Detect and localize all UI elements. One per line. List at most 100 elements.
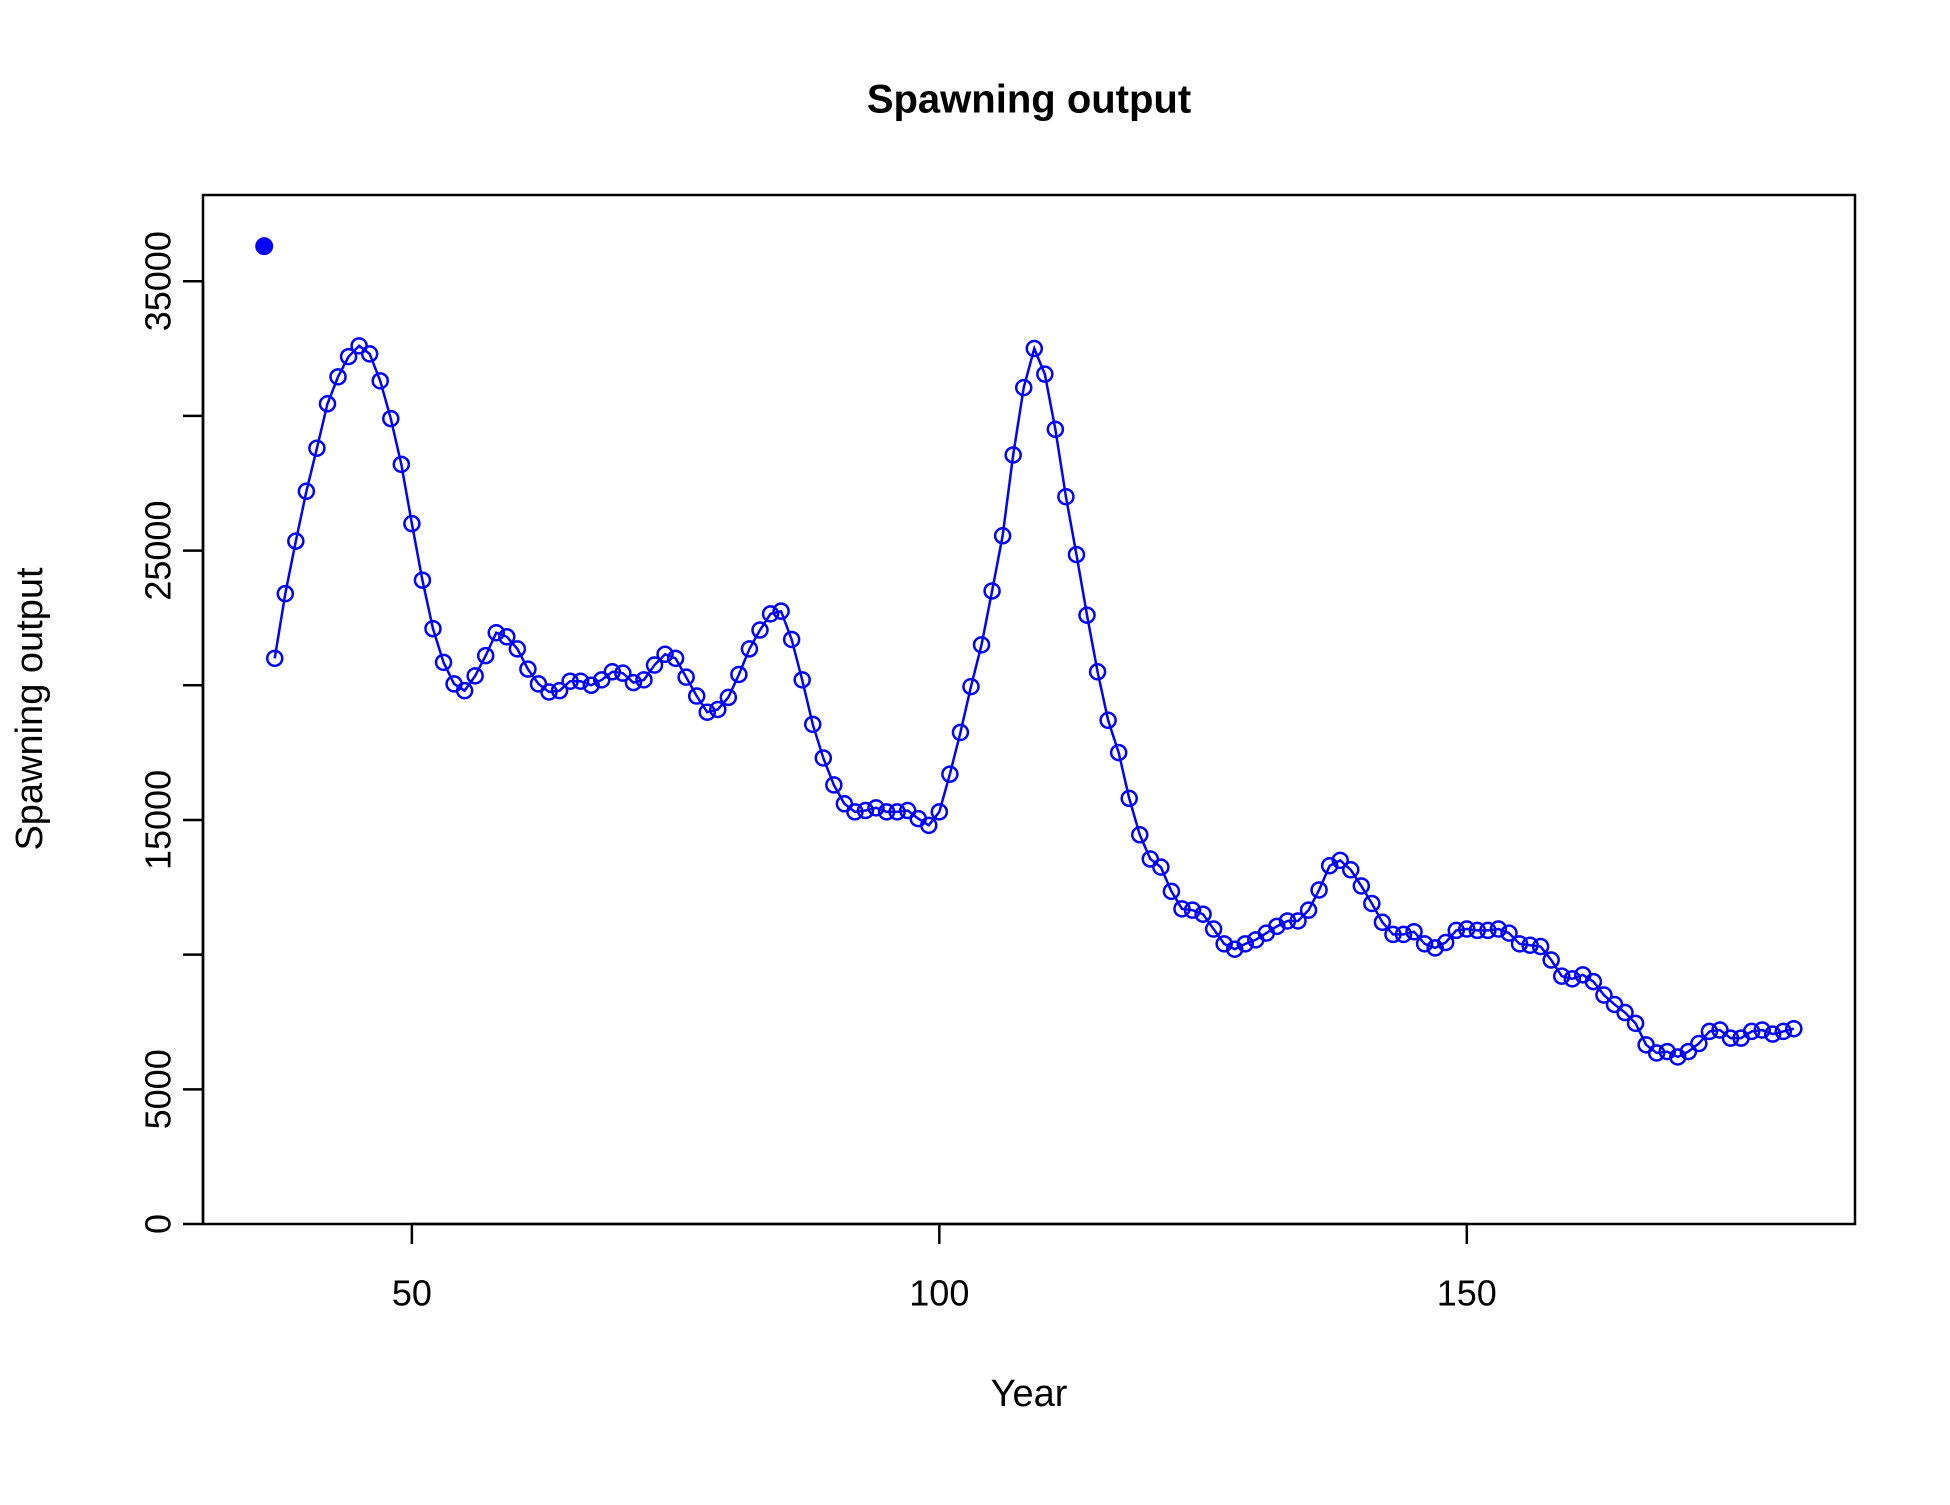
data-point — [1552, 967, 1571, 985]
x-tick-label: 50 — [392, 1273, 432, 1314]
data-point — [719, 688, 738, 707]
data-point — [856, 801, 875, 820]
data-point — [972, 636, 991, 654]
data-point — [265, 649, 284, 668]
data-point — [582, 676, 600, 695]
data-point — [498, 628, 516, 646]
y-tick-label: 0 — [138, 1214, 179, 1234]
data-point — [571, 672, 590, 690]
data-point — [1067, 545, 1086, 564]
chart-title: Spawning output — [867, 78, 1191, 122]
data-point — [1341, 861, 1360, 879]
data-point — [1785, 1019, 1803, 1038]
data-point — [803, 715, 822, 734]
data-point — [276, 584, 295, 603]
y-tick-label: 15000 — [138, 770, 179, 870]
data-point — [413, 571, 432, 589]
data-point — [1088, 663, 1107, 681]
data-point — [1500, 924, 1518, 942]
data-point — [1004, 446, 1022, 464]
data-point — [329, 368, 347, 386]
x-axis-title: Year — [991, 1373, 1068, 1415]
data-point — [1531, 937, 1550, 956]
data-point — [382, 409, 400, 428]
x-tick-label: 150 — [1437, 1273, 1497, 1314]
data-point — [814, 749, 833, 767]
data-point — [1215, 935, 1233, 953]
data-point — [1753, 1021, 1771, 1039]
data-point — [339, 347, 358, 366]
data-point — [1489, 920, 1508, 938]
data-point — [698, 703, 717, 721]
data-point — [1394, 925, 1413, 944]
data-point — [455, 681, 474, 700]
data-point — [1299, 901, 1318, 919]
data-point — [371, 372, 389, 390]
data-point — [1405, 922, 1423, 941]
data-point — [1352, 877, 1371, 895]
data-point — [1700, 1022, 1719, 1041]
data-point — [1036, 365, 1054, 383]
data-point — [287, 532, 305, 550]
data-point — [1510, 935, 1529, 953]
data-point — [1204, 920, 1223, 938]
data-point — [635, 671, 653, 689]
data-point — [1183, 901, 1202, 919]
series-line — [273, 344, 1795, 1059]
data-point — [1658, 1042, 1676, 1061]
data-point — [1426, 939, 1444, 957]
data-point — [487, 623, 506, 642]
data-point — [666, 649, 685, 668]
data-point — [519, 660, 537, 678]
data-point — [434, 653, 453, 672]
data-point — [730, 665, 748, 684]
data-point — [1774, 1022, 1793, 1041]
data-point — [951, 723, 970, 742]
data-point — [751, 621, 769, 639]
x-tick-label: 100 — [909, 1273, 969, 1314]
data-point — [761, 605, 780, 623]
data-point — [1669, 1048, 1687, 1066]
data-point — [1690, 1034, 1708, 1053]
data-point — [424, 619, 442, 638]
data-point — [1014, 378, 1033, 397]
data-point — [1458, 920, 1476, 938]
data-point — [603, 663, 622, 681]
data-point — [1479, 921, 1497, 940]
data-point — [1626, 1014, 1645, 1033]
data-point — [920, 816, 938, 835]
data-point — [941, 765, 959, 783]
data-point — [1415, 935, 1434, 953]
data-point — [308, 439, 326, 457]
data-point — [1109, 743, 1128, 762]
data-point — [360, 345, 379, 363]
data-point — [1268, 917, 1286, 936]
data-point — [1046, 420, 1065, 439]
data-point — [1584, 972, 1603, 991]
data-point — [782, 630, 801, 649]
data-point — [1078, 606, 1096, 624]
data-point — [1131, 826, 1149, 844]
y-axis-title: Spawning output — [9, 567, 51, 851]
data-point — [846, 803, 864, 821]
data-point — [466, 667, 484, 685]
data-point — [877, 803, 896, 821]
data-point — [1521, 936, 1539, 954]
data-point — [993, 527, 1012, 545]
data-point — [1468, 921, 1487, 940]
data-point — [1162, 882, 1181, 901]
data-point — [614, 664, 632, 682]
data-point — [1542, 951, 1560, 969]
data-point — [318, 395, 337, 413]
data-point — [624, 673, 643, 692]
data-point — [1120, 789, 1138, 808]
data-point — [687, 687, 706, 705]
data-point — [867, 799, 885, 817]
y-tick-label: 25000 — [138, 501, 179, 601]
data-point — [930, 803, 949, 821]
data-point — [1057, 487, 1075, 506]
data-point — [1225, 940, 1244, 958]
data-point — [825, 776, 843, 794]
data-point — [1194, 905, 1212, 923]
